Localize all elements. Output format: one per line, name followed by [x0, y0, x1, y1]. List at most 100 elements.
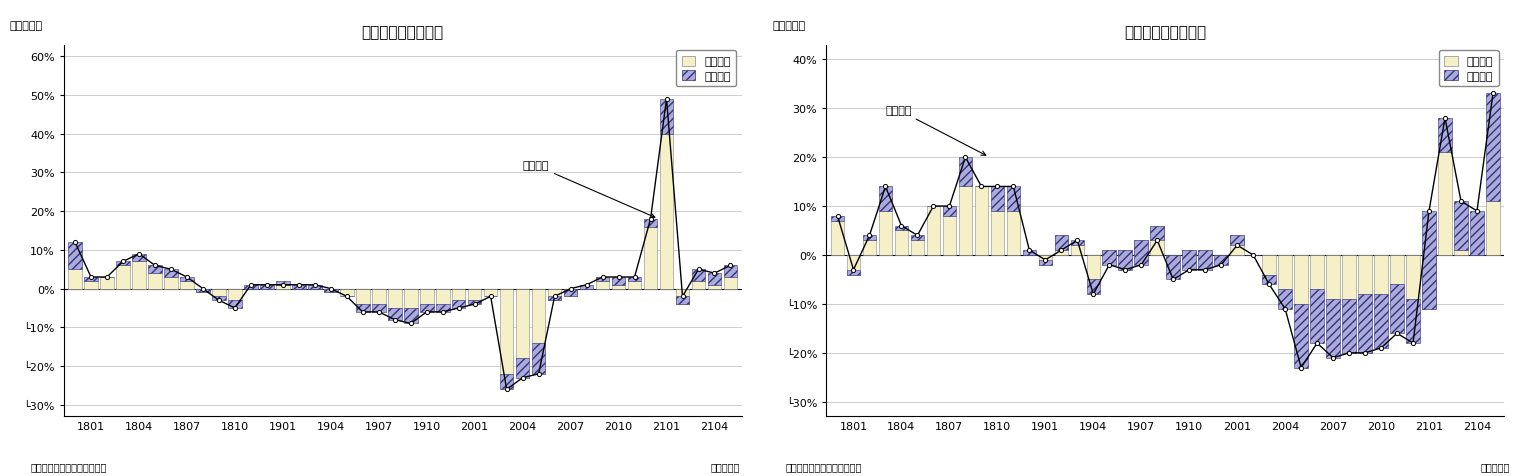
Bar [612, 285, 625, 289]
Bar [1263, 275, 1276, 285]
Bar [644, 227, 657, 289]
Bar [1327, 299, 1340, 358]
Bar [1487, 202, 1499, 256]
Bar [323, 289, 337, 293]
Bar [1455, 250, 1467, 256]
Bar [133, 254, 146, 262]
Bar [878, 211, 892, 256]
Bar [451, 301, 465, 308]
Bar [660, 134, 674, 289]
Bar [291, 285, 305, 289]
Bar [724, 278, 737, 289]
Bar [165, 278, 178, 289]
Bar [1278, 289, 1292, 309]
Bar [212, 297, 226, 301]
Bar [436, 289, 450, 305]
Bar [323, 289, 337, 293]
Bar [276, 281, 290, 285]
Bar [1103, 250, 1116, 265]
Bar [831, 217, 845, 221]
Bar [878, 187, 892, 211]
Bar [197, 289, 210, 293]
Bar [991, 187, 1003, 211]
Bar [1103, 250, 1116, 256]
Bar [1231, 236, 1244, 246]
Bar [959, 158, 973, 187]
Bar [895, 226, 909, 231]
Bar [197, 289, 210, 293]
Bar [148, 266, 162, 274]
Text: （前年比）: （前年比） [772, 20, 805, 30]
Bar [451, 289, 465, 301]
Bar [180, 281, 194, 289]
Bar [1487, 94, 1499, 202]
Bar [1071, 241, 1084, 246]
Text: （資料）財務省「貿易統計」: （資料）財務省「貿易統計」 [30, 461, 107, 471]
Bar [1199, 250, 1212, 270]
Bar [1310, 256, 1324, 289]
Bar [419, 305, 433, 312]
Bar [84, 281, 98, 289]
Bar [959, 187, 973, 256]
Legend: 数量要因, 価格要因: 数量要因, 価格要因 [676, 51, 737, 87]
Bar [483, 289, 497, 297]
Bar [133, 262, 146, 289]
Bar [387, 308, 401, 320]
Bar [1071, 246, 1084, 256]
Bar [1391, 256, 1405, 285]
Bar [1135, 241, 1148, 265]
Bar [942, 217, 956, 256]
Bar [1470, 211, 1484, 256]
Bar [1054, 236, 1067, 256]
Bar [927, 207, 941, 256]
Bar [532, 289, 546, 343]
Bar [500, 289, 514, 374]
Bar [1278, 256, 1292, 289]
Legend: 数量要因, 価格要因: 数量要因, 価格要因 [1438, 51, 1499, 87]
Bar [355, 289, 369, 305]
Text: （年・月）: （年・月） [711, 461, 740, 471]
Bar [1374, 256, 1388, 295]
Bar [1167, 256, 1180, 280]
Bar [660, 99, 674, 134]
Bar [1374, 295, 1388, 348]
Bar [372, 289, 386, 305]
Bar [229, 289, 241, 301]
Bar [1359, 295, 1372, 353]
Bar [1214, 256, 1228, 265]
Bar [846, 270, 860, 275]
Bar [564, 289, 578, 297]
Bar [1455, 202, 1467, 250]
Bar [564, 289, 578, 297]
Bar [1263, 256, 1276, 275]
Text: 輸入金額: 輸入金額 [886, 106, 985, 156]
Bar [676, 297, 689, 305]
Bar [1199, 250, 1212, 256]
Bar [355, 305, 369, 312]
Bar [1182, 250, 1196, 270]
Bar [596, 278, 610, 281]
Bar [846, 256, 860, 275]
Bar [708, 274, 721, 285]
Bar [69, 270, 82, 289]
Bar [1150, 226, 1164, 256]
Text: （前年比）: （前年比） [9, 20, 43, 30]
Bar [1039, 260, 1052, 265]
Bar [910, 236, 924, 241]
Bar [547, 289, 561, 301]
Bar [372, 305, 386, 312]
Bar [1406, 256, 1420, 299]
Bar [596, 281, 610, 289]
Bar [676, 289, 689, 305]
Bar [708, 285, 721, 289]
Bar [165, 270, 178, 278]
Bar [404, 308, 418, 324]
Bar [1359, 256, 1372, 295]
Bar [1438, 153, 1452, 256]
Bar [580, 285, 593, 289]
Text: 輸出金額: 輸出金額 [523, 161, 654, 218]
Bar [1391, 285, 1405, 334]
Bar [692, 270, 705, 281]
Bar [340, 289, 354, 297]
Bar [1182, 250, 1196, 256]
